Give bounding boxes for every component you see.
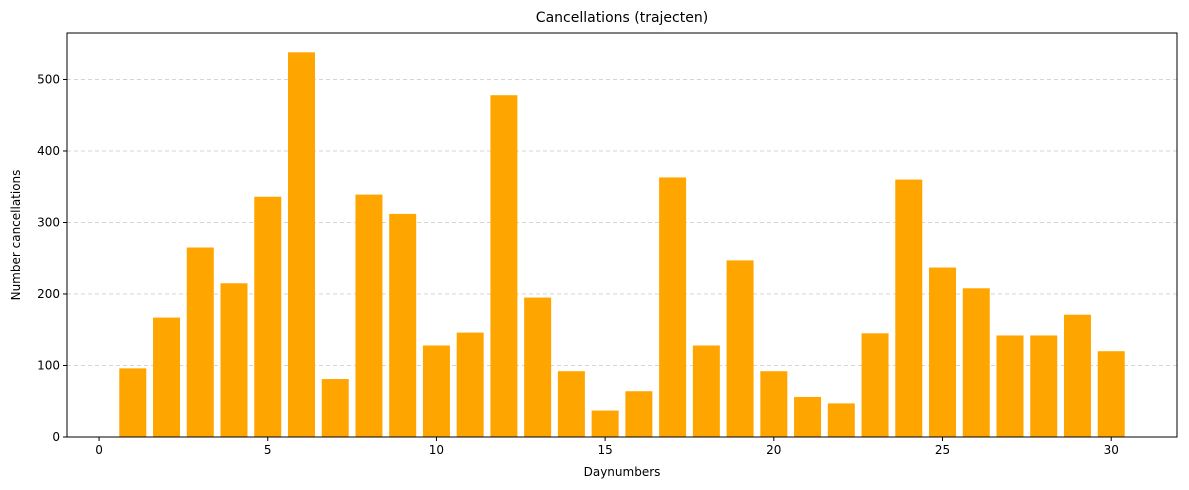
bar (557, 371, 585, 437)
bar (186, 247, 214, 437)
x-tick-label: 20 (766, 443, 781, 457)
bar (1030, 335, 1058, 437)
bars (119, 52, 1125, 438)
bar (760, 371, 788, 437)
bar (287, 52, 315, 438)
bar (389, 213, 417, 437)
bar (861, 333, 889, 437)
bar (321, 379, 349, 437)
bar (254, 196, 282, 437)
y-tick-label: 100 (37, 358, 60, 372)
y-axis-ticks: 0 100 200 300 400 500 (37, 72, 67, 444)
bar (422, 345, 450, 437)
chart-title: Cancellations (trajecten) (536, 10, 708, 26)
x-tick-label: 25 (935, 443, 950, 457)
bar (962, 288, 990, 437)
bar (726, 260, 754, 437)
x-axis-label: Daynumbers (584, 465, 661, 479)
x-tick-label: 10 (429, 443, 444, 457)
x-tick-label: 15 (597, 443, 612, 457)
y-tick-label: 400 (37, 144, 60, 158)
plot-frame (66, 32, 1178, 438)
x-tick-label: 30 (1104, 443, 1119, 457)
x-axis-ticks: 0 5 10 15 20 25 30 (95, 437, 1119, 457)
y-tick-label: 500 (37, 72, 60, 86)
bar (929, 267, 957, 437)
bar (153, 317, 181, 437)
bar (625, 391, 653, 437)
bar (827, 403, 855, 437)
bar (692, 345, 720, 437)
bar (490, 95, 518, 437)
x-tick-label: 0 (95, 443, 103, 457)
y-tick-label: 200 (37, 287, 60, 301)
x-tick-label: 5 (264, 443, 272, 457)
bar (355, 194, 383, 437)
bar (1097, 351, 1125, 437)
bar (456, 332, 484, 437)
bar (119, 368, 147, 437)
bar (794, 396, 822, 437)
bar (220, 283, 248, 437)
gridlines (67, 79, 1177, 366)
y-tick-label: 300 (37, 215, 60, 229)
bar (1063, 314, 1091, 437)
bar (524, 297, 552, 437)
bar (895, 179, 923, 437)
bar (996, 335, 1024, 437)
y-axis-label: Number cancellations (9, 170, 23, 301)
bar (591, 410, 619, 437)
y-tick-label: 0 (52, 430, 60, 444)
bar (659, 177, 687, 437)
